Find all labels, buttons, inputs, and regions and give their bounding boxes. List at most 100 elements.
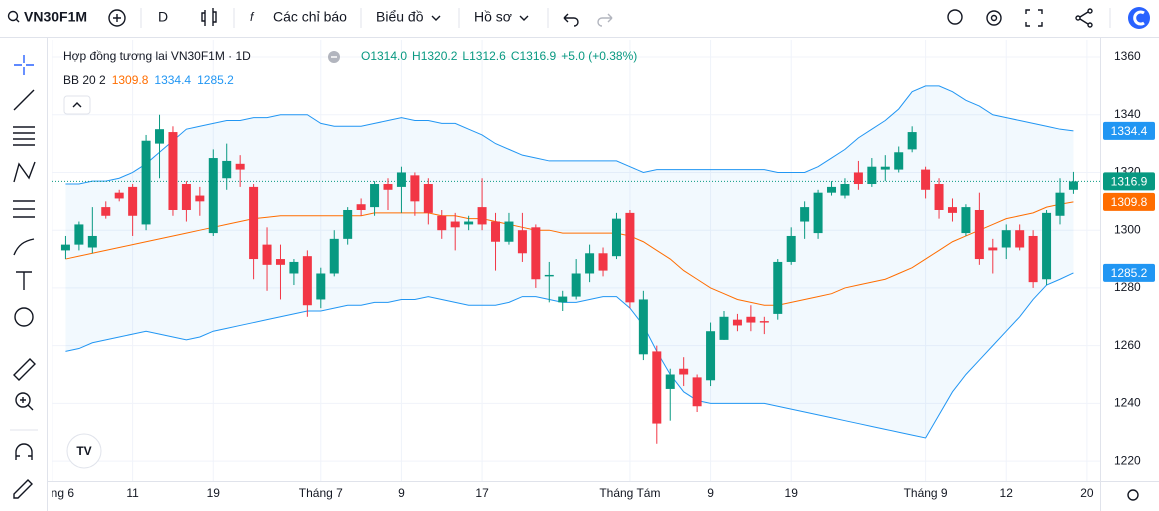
search-icon[interactable] bbox=[7, 10, 19, 22]
undo[interactable] bbox=[563, 13, 579, 27]
emoji-tool[interactable] bbox=[14, 307, 34, 327]
collapse-legend[interactable] bbox=[63, 95, 91, 115]
magnet-tool[interactable] bbox=[15, 443, 33, 460]
price-badge-label: 1316.9 bbox=[1111, 175, 1148, 189]
add-symbol[interactable] bbox=[108, 9, 126, 27]
y-tick-label: 1300 bbox=[1114, 222, 1141, 236]
redo[interactable] bbox=[597, 13, 613, 27]
candle-body bbox=[275, 259, 285, 265]
candle-type-icon[interactable] bbox=[201, 8, 217, 26]
candle-body bbox=[894, 152, 904, 170]
price-badge-label: 1309.8 bbox=[1111, 195, 1148, 209]
candle-body bbox=[114, 192, 124, 199]
pattern-tool[interactable] bbox=[13, 161, 36, 183]
price-badge bbox=[1103, 121, 1155, 140]
logo-mark bbox=[1133, 10, 1145, 26]
candle-body bbox=[101, 207, 111, 216]
candle-body bbox=[356, 204, 366, 210]
candle-body bbox=[477, 207, 487, 225]
symbol[interactable]: VN30F1M bbox=[24, 9, 87, 25]
candle-body bbox=[289, 261, 299, 274]
settings-icon[interactable] bbox=[986, 10, 1002, 26]
candle-body bbox=[611, 218, 621, 257]
candle-body bbox=[60, 244, 70, 251]
share-icon[interactable] bbox=[1075, 15, 1081, 21]
zoom-tool[interactable] bbox=[15, 392, 31, 408]
band-line bbox=[65, 201, 1074, 306]
candle-body bbox=[464, 221, 474, 225]
tv-logo[interactable] bbox=[66, 433, 102, 469]
candle-body bbox=[491, 221, 501, 242]
candle-body bbox=[531, 227, 541, 280]
alert-icon[interactable] bbox=[947, 9, 963, 25]
chevron bbox=[431, 15, 441, 21]
candle-body bbox=[504, 221, 514, 242]
candle-body bbox=[840, 184, 850, 196]
candle-body bbox=[195, 195, 205, 202]
candle-body bbox=[1042, 212, 1052, 280]
ruler-tool[interactable] bbox=[13, 358, 36, 381]
candle-body bbox=[759, 321, 769, 323]
candle-body bbox=[947, 207, 957, 213]
search-icon-handle bbox=[15, 18, 20, 23]
y-tick-label: 1240 bbox=[1114, 396, 1141, 410]
x-tick-label: 11 bbox=[126, 486, 139, 500]
logo[interactable] bbox=[1128, 7, 1150, 29]
interval[interactable]: D bbox=[158, 9, 168, 25]
candle-body bbox=[598, 253, 608, 271]
candle-body bbox=[827, 186, 837, 193]
candle-body bbox=[800, 207, 810, 222]
candle-body bbox=[988, 247, 998, 251]
ohlc-value: H1320.2 bbox=[412, 49, 458, 63]
candle-body bbox=[329, 238, 339, 274]
add-symbol-plus bbox=[113, 14, 121, 22]
indicator-values: 1309.8 1334.4 1285.2 bbox=[112, 73, 234, 87]
chart-title: Hợp đồng tương lai VN30F1M · 1D bbox=[63, 49, 251, 63]
candle-body bbox=[961, 207, 971, 234]
x-tick-label: 17 bbox=[475, 486, 489, 500]
price-badge-label: 1285.2 bbox=[1111, 266, 1148, 280]
candle-body bbox=[1028, 235, 1038, 283]
forecast-tool[interactable] bbox=[13, 200, 35, 218]
candle-body bbox=[316, 273, 326, 300]
ohlc-value: L1312.6 bbox=[462, 49, 506, 63]
x-tick-label: 19 bbox=[785, 486, 799, 500]
indicators-button[interactable]: Các chỉ báo bbox=[273, 9, 347, 25]
candle-body bbox=[181, 184, 191, 210]
time-axis: Tháng 6 11 19 Tháng 7 9 17 Tháng Tám 9 19 Tháng 9… bbox=[30, 486, 1094, 500]
candle-body bbox=[1015, 230, 1025, 248]
fullscreen[interactable] bbox=[1025, 9, 1043, 27]
text-tool[interactable] bbox=[16, 271, 32, 290]
share-lines bbox=[1079, 11, 1089, 25]
candle-body bbox=[665, 374, 675, 389]
brush-tool[interactable] bbox=[13, 238, 35, 256]
collapse-chevron bbox=[72, 102, 82, 108]
axis-settings[interactable] bbox=[1127, 489, 1139, 501]
y-tick-label: 1360 bbox=[1114, 49, 1141, 63]
settings-icon-center bbox=[990, 14, 998, 22]
indicator-icon[interactable]: f bbox=[250, 10, 255, 24]
candle-body bbox=[396, 172, 406, 187]
x-tick-label: Tháng 6 bbox=[30, 486, 74, 500]
x-tick-label: Tháng 7 bbox=[299, 486, 343, 500]
candle-body bbox=[880, 166, 890, 170]
zoom-tool-plus bbox=[20, 397, 34, 411]
fib-tool[interactable] bbox=[13, 126, 35, 146]
band-fill bbox=[65, 85, 1074, 438]
candle-body bbox=[544, 274, 554, 277]
chevron bbox=[519, 15, 529, 21]
x-tick-label: 20 bbox=[1080, 486, 1094, 500]
x-tick-label: 19 bbox=[207, 486, 221, 500]
candle-body bbox=[773, 261, 783, 314]
trendline-tool[interactable] bbox=[13, 89, 35, 111]
draw-lock-tool[interactable] bbox=[13, 479, 33, 499]
candle-body bbox=[558, 296, 568, 303]
crosshair-tool[interactable] bbox=[14, 55, 34, 75]
y-tick-label: 1260 bbox=[1114, 338, 1141, 352]
band-line bbox=[65, 272, 1074, 439]
share-icon bbox=[1087, 8, 1093, 14]
y-tick-label: 1280 bbox=[1114, 280, 1141, 294]
candle-body bbox=[907, 132, 917, 150]
chart-menu[interactable]: Biểu đồ bbox=[376, 9, 424, 25]
profile-menu[interactable]: Hồ sơ bbox=[474, 9, 512, 25]
